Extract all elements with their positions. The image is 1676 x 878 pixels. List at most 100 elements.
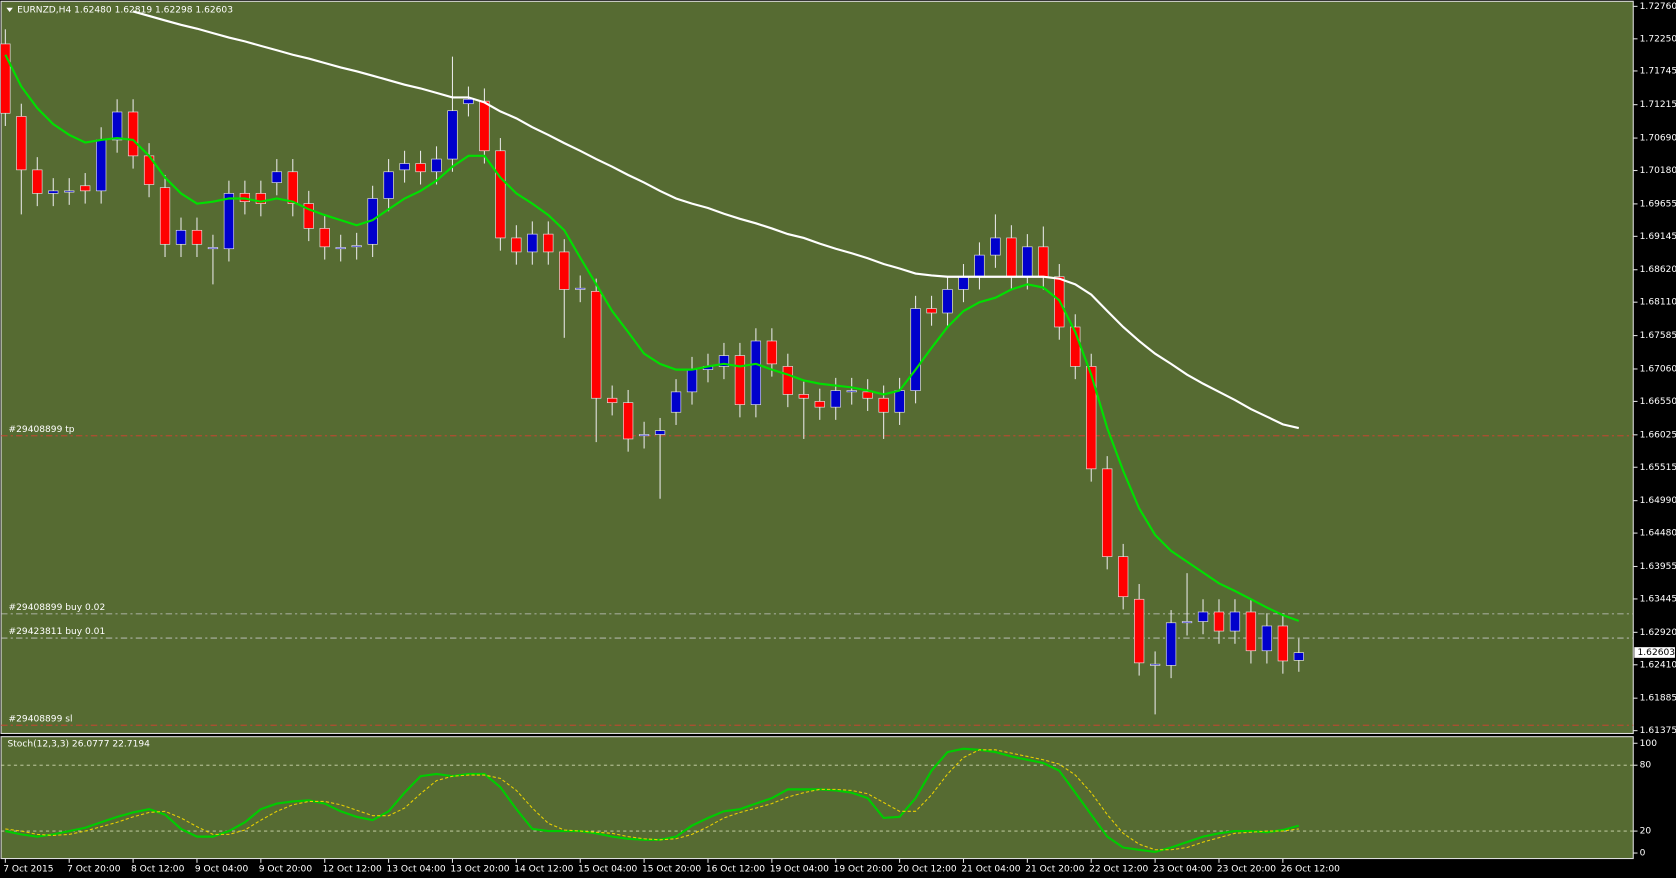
candle-body xyxy=(942,289,953,314)
x-tick-label: 26 Oct 12:00 xyxy=(1281,865,1340,875)
candle-body xyxy=(1277,625,1288,662)
candle-body xyxy=(495,150,506,239)
y-tick-label: 1.69145 xyxy=(1640,232,1676,242)
candle-body xyxy=(607,397,618,404)
x-tick-label: 7 Oct 2015 xyxy=(3,865,53,875)
candle-body xyxy=(255,193,266,204)
x-tick-label: 9 Oct 04:00 xyxy=(195,865,249,875)
candle-body xyxy=(814,401,825,408)
main-pane xyxy=(0,0,1634,735)
y-tick-label: 1.63955 xyxy=(1640,562,1676,572)
y-tick-label: 1.69655 xyxy=(1640,199,1676,209)
candle-body xyxy=(159,187,171,245)
candle-body xyxy=(335,247,346,250)
candle-body xyxy=(271,171,282,183)
candle-body xyxy=(766,340,777,365)
y-tick-label: 1.70180 xyxy=(1640,166,1676,176)
x-tick-label: 15 Oct 20:00 xyxy=(642,865,701,875)
candle-body xyxy=(1006,237,1017,278)
x-tick-label: 16 Oct 12:00 xyxy=(706,865,765,875)
candle-body xyxy=(479,100,490,152)
y-tick-label: 1.66550 xyxy=(1640,397,1676,407)
candle-body xyxy=(127,111,139,157)
y-tick-label: 1.62410 xyxy=(1640,660,1676,670)
candle-body xyxy=(527,233,538,253)
x-tick-label: 19 Oct 20:00 xyxy=(834,865,893,875)
y-tick-label: 1.61885 xyxy=(1640,694,1676,704)
candle-body xyxy=(990,237,1001,256)
candle-body xyxy=(623,402,634,440)
candle-body xyxy=(638,434,650,437)
candle-body xyxy=(1293,652,1304,661)
candle-body xyxy=(1165,622,1177,666)
candle-body xyxy=(830,390,841,408)
candle-body xyxy=(303,203,314,229)
candle-body xyxy=(319,228,330,248)
y-tick-label: 0 xyxy=(1640,849,1646,859)
x-tick-label: 21 Oct 20:00 xyxy=(1025,865,1084,875)
candle-body xyxy=(543,233,554,253)
candle-body xyxy=(48,190,59,194)
candle-body xyxy=(1134,598,1145,664)
order-label: #29408899 sl xyxy=(9,714,73,724)
indicator-line xyxy=(4,54,1300,622)
order-label: #29423811 buy 0.01 xyxy=(9,627,106,637)
order-label: #29408899 buy 0.02 xyxy=(9,603,106,613)
candle-body xyxy=(399,163,410,171)
candle-body xyxy=(782,366,793,395)
candle-body xyxy=(1197,611,1209,622)
y-tick-label: 20 xyxy=(1640,827,1652,837)
candle-body xyxy=(878,397,889,413)
stoch-pane xyxy=(0,736,1634,860)
y-tick-label: 1.63445 xyxy=(1640,594,1676,604)
candle-body xyxy=(431,158,442,173)
candle-body xyxy=(191,229,203,245)
candle-body xyxy=(910,308,921,391)
candle-body xyxy=(1229,611,1241,632)
candle-body xyxy=(846,390,857,393)
candle-body xyxy=(575,287,586,290)
candle-body xyxy=(926,308,937,314)
candle-body xyxy=(894,390,905,413)
x-tick-label: 23 Oct 20:00 xyxy=(1217,865,1276,875)
candle-body xyxy=(447,110,458,160)
y-tick-label: 1.67060 xyxy=(1640,364,1676,374)
y-tick-label: 1.68110 xyxy=(1640,298,1676,308)
candle-body xyxy=(0,43,11,114)
candle-body xyxy=(287,171,298,204)
candle-body xyxy=(958,276,969,290)
x-tick-label: 19 Oct 04:00 xyxy=(770,865,829,875)
candle-body xyxy=(96,139,107,192)
candle-body xyxy=(1149,663,1161,666)
y-tick-label: 1.64990 xyxy=(1640,496,1676,506)
candle-body xyxy=(798,394,809,399)
candle-body xyxy=(1261,625,1273,652)
candle-body xyxy=(974,254,985,278)
candle-body xyxy=(1086,366,1097,470)
candle-body xyxy=(718,355,730,367)
candle-body xyxy=(175,229,187,245)
y-tick-label: 80 xyxy=(1640,761,1652,771)
x-tick-label: 14 Oct 12:00 xyxy=(514,865,573,875)
y-tick-label: 1.65515 xyxy=(1640,463,1676,473)
y-tick-label: 1.72760 xyxy=(1640,2,1676,12)
x-tick-label: 15 Oct 04:00 xyxy=(578,865,637,875)
candle-body xyxy=(80,185,91,192)
candle-body xyxy=(686,369,698,393)
candle-body xyxy=(351,245,362,248)
candle-body xyxy=(207,247,219,250)
menu-arrow[interactable] xyxy=(6,7,13,12)
x-tick-label: 12 Oct 12:00 xyxy=(323,865,382,875)
last-price-box xyxy=(1634,647,1675,658)
y-tick-label: 1.67585 xyxy=(1640,331,1676,341)
y-tick-label: 1.72250 xyxy=(1640,34,1676,44)
candle-body xyxy=(111,111,123,141)
candle-body xyxy=(383,171,394,199)
y-tick-label: 1.70690 xyxy=(1640,134,1676,144)
order-label: #29408899 tp xyxy=(9,425,75,435)
candle-body xyxy=(559,251,570,290)
y-tick-label: 1.68620 xyxy=(1640,265,1676,275)
x-tick-label: 13 Oct 04:00 xyxy=(386,865,445,875)
